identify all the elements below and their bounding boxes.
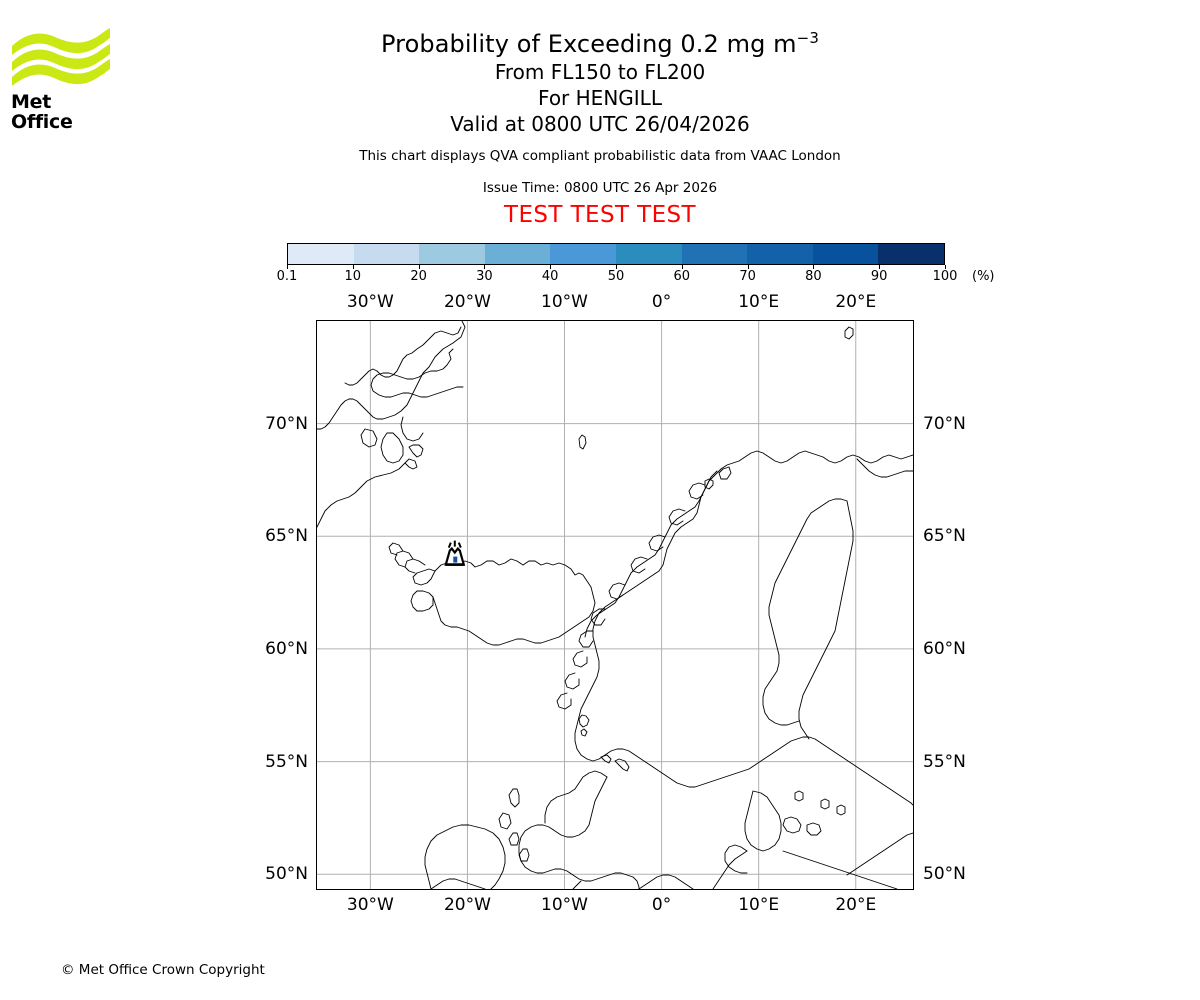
lat-label-right-4: 50°N bbox=[923, 864, 966, 885]
lon-label-bottom-5: 20°E bbox=[835, 895, 877, 915]
colorbar-tick-10 bbox=[945, 265, 946, 269]
qva-note: This chart displays QVA compliant probab… bbox=[359, 148, 841, 164]
lon-label-bottom-4: 10°E bbox=[738, 895, 780, 915]
lat-label-left-0: 70°N bbox=[265, 413, 308, 434]
met-office-logo: Met Office bbox=[11, 24, 111, 132]
lon-label-top-1: 20°W bbox=[443, 292, 491, 312]
colorbar-tick-label-3: 30 bbox=[476, 269, 493, 284]
lat-label-left-2: 60°N bbox=[265, 638, 308, 659]
lon-label-top-3: 0° bbox=[651, 292, 672, 312]
colorbar-tick-label-0: 0.1 bbox=[276, 269, 298, 284]
colorbar-tick-0 bbox=[287, 265, 288, 269]
chart-title-block: Probability of Exceeding 0.2 mg m−3 From… bbox=[0, 0, 1200, 228]
lon-label-top-5: 20°E bbox=[835, 292, 877, 312]
colorbar-tick-2 bbox=[418, 265, 420, 269]
lat-label-right-2: 60°N bbox=[923, 638, 966, 659]
map-canvas bbox=[317, 321, 913, 889]
map-panel[interactable] bbox=[316, 320, 914, 890]
colorbar-tick-label-2: 20 bbox=[410, 269, 427, 284]
colorbar-segment-6 bbox=[681, 244, 748, 264]
colorbar-tick-label-4: 40 bbox=[541, 269, 559, 284]
issue-time: Issue Time: 0800 UTC 26 Apr 2026 bbox=[482, 180, 718, 196]
colorbar-segment-8 bbox=[812, 244, 879, 264]
colorbar-segment-5 bbox=[615, 244, 682, 264]
colorbar-tick-label-6: 60 bbox=[673, 269, 691, 284]
colorbar-tick-3 bbox=[484, 265, 486, 269]
colorbar-tick-label-10: 100 bbox=[932, 269, 958, 284]
colorbar-segment-2 bbox=[419, 244, 485, 264]
colorbar-tick-label-8: 80 bbox=[805, 269, 822, 284]
lat-label-left-4: 50°N bbox=[265, 864, 308, 885]
colorbar-tick-label-7: 70 bbox=[739, 269, 756, 284]
volcano-marker[interactable] bbox=[444, 540, 466, 566]
lon-label-bottom-3: 0° bbox=[651, 895, 672, 915]
lon-label-top-4: 10°E bbox=[738, 292, 780, 312]
probability-colorbar: 0.1 10 20 30 40 50 60 70 80 90 100 bbox=[277, 243, 957, 284]
colorbar-ticks: 0.1 10 20 30 40 50 60 70 80 90 100 bbox=[277, 265, 957, 287]
valid-time-subtitle: Valid at 0800 UTC 26/04/2026 bbox=[450, 112, 750, 136]
lat-label-left-3: 55°N bbox=[265, 751, 308, 772]
lon-label-bottom-1: 20°W bbox=[443, 895, 491, 915]
colorbar-tick-8 bbox=[813, 265, 815, 269]
colorbar-segment-0 bbox=[288, 244, 354, 264]
flight-level-subtitle: From FL150 to FL200 bbox=[494, 60, 706, 84]
page-title-text: Probability of Exceeding 0.2 mg m bbox=[381, 30, 797, 58]
colorbar-gradient bbox=[287, 243, 945, 265]
colorbar-segment-1 bbox=[353, 244, 420, 264]
page-title-exponent: −3 bbox=[796, 29, 819, 47]
colorbar-tick-label-5: 50 bbox=[607, 269, 625, 284]
met-office-waves-icon bbox=[12, 28, 110, 86]
colorbar-tick-4 bbox=[550, 265, 552, 269]
lon-label-top-0: 30°W bbox=[346, 292, 394, 312]
page-title: Probability of Exceeding 0.2 mg m−3 bbox=[0, 29, 1200, 59]
colorbar-tick-7 bbox=[747, 265, 749, 269]
colorbar-segment-4 bbox=[550, 244, 616, 264]
volcano-subtitle: For HENGILL bbox=[538, 86, 662, 110]
colorbar-tick-6 bbox=[681, 265, 683, 269]
lon-label-bottom-2: 10°W bbox=[541, 895, 588, 915]
test-banner: TEST TEST TEST bbox=[504, 202, 696, 228]
copyright-notice: © Met Office Crown Copyright bbox=[61, 962, 265, 978]
map-coastlines bbox=[317, 321, 913, 889]
lat-label-right-1: 65°N bbox=[923, 526, 966, 547]
colorbar-tick-5 bbox=[616, 265, 617, 269]
colorbar-tick-9 bbox=[879, 265, 881, 269]
colorbar-tick-1 bbox=[352, 265, 354, 269]
lat-label-left-1: 65°N bbox=[265, 526, 308, 547]
colorbar-segment-9 bbox=[878, 244, 944, 264]
colorbar-units-label: (%) bbox=[972, 269, 995, 284]
lat-label-right-0: 70°N bbox=[923, 413, 966, 434]
colorbar-segment-7 bbox=[747, 244, 813, 264]
colorbar-segment-3 bbox=[484, 244, 551, 264]
met-office-wordmark: Met Office bbox=[11, 91, 73, 133]
lon-label-bottom-0: 30°W bbox=[346, 895, 394, 915]
map-graticule bbox=[317, 321, 913, 889]
lat-label-right-3: 55°N bbox=[923, 751, 966, 772]
colorbar-tick-label-1: 10 bbox=[344, 269, 362, 284]
lon-label-top-2: 10°W bbox=[541, 292, 588, 312]
colorbar-tick-label-9: 90 bbox=[870, 269, 888, 284]
